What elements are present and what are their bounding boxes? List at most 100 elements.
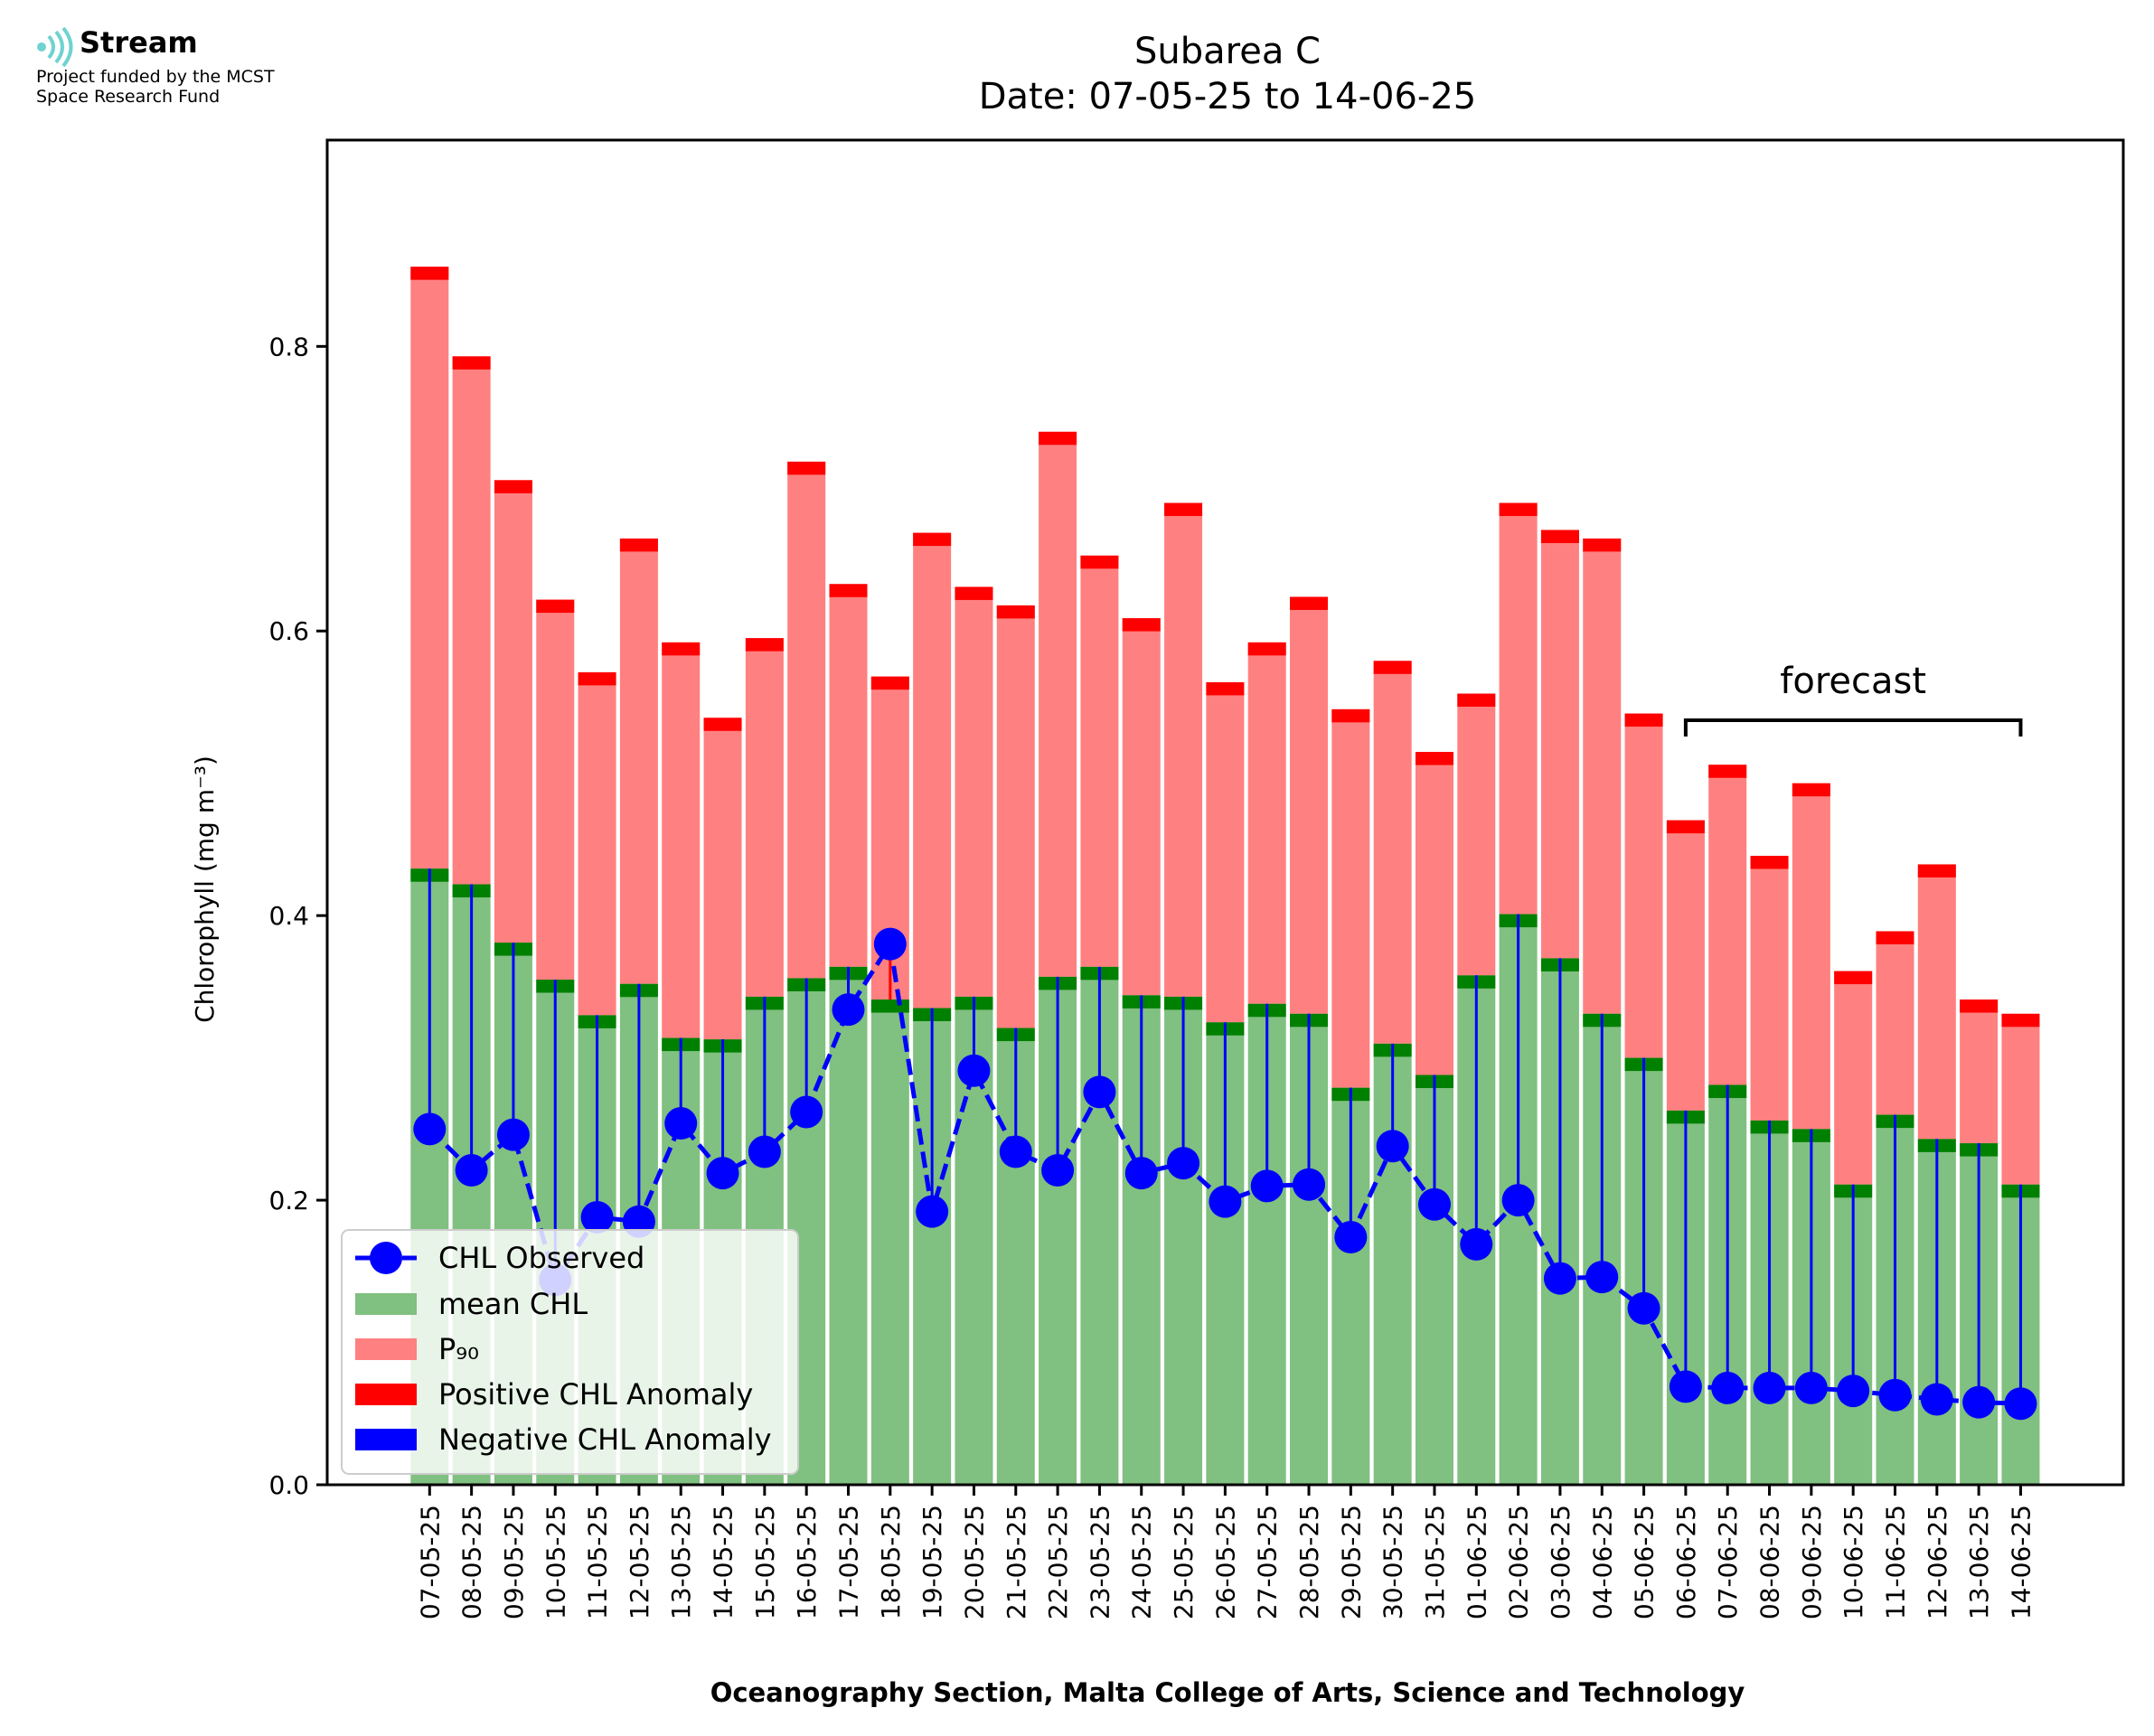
p90-bar [662,642,701,1038]
y-tick-label: 0.4 [268,901,309,931]
stream-waves-icon [37,27,73,67]
p90-cap [578,671,616,686]
legend-label: Positive CHL Anomaly [438,1377,753,1412]
p90-bar [1080,555,1119,967]
p90-bar [913,532,952,1009]
p90-cap [1960,999,1999,1013]
chl-observed-point [916,1195,949,1228]
chl-observed-point [957,1054,991,1087]
x-tick-label: 04-06-25 [1587,1505,1617,1619]
legend-swatch [355,1293,417,1315]
p90-bar [619,538,658,984]
chl-observed-point [832,993,865,1027]
p90-cap [996,605,1035,619]
p90-cap [619,538,658,552]
x-tick-label: 24-05-25 [1127,1505,1157,1619]
p90-bar [1917,864,1956,1140]
x-tick-label: 31-05-25 [1420,1505,1450,1619]
p90-bar [1122,618,1161,996]
x-tick-label: 11-05-25 [583,1505,613,1619]
x-tick-label: 08-05-25 [457,1505,487,1619]
p90-bar [1373,661,1412,1044]
p90-bar [2001,1013,2040,1185]
p90-bar [1290,596,1329,1014]
x-axis-label: Oceanography Section, Malta College of A… [710,1677,1745,1708]
p90-bar [1164,502,1203,997]
p90-cap [410,267,449,280]
funding-line-1: Project funded by the MCST [36,67,275,87]
p90-cap [1624,713,1663,727]
p90-bar [996,605,1035,1028]
p90-cap [1206,681,1245,696]
chl-observed-point [999,1135,1032,1168]
p90-cap [1540,530,1579,543]
x-tick-label: 12-06-25 [1923,1505,1952,1619]
funding-line-2: Space Research Fund [36,87,221,107]
chl-observed-point [664,1107,698,1140]
x-tick-label: 05-06-25 [1630,1505,1660,1619]
x-tick-label: 07-05-25 [415,1505,445,1619]
chl-observed-point [455,1154,488,1187]
y-tick-label: 0.8 [268,332,309,361]
p90-cap [745,638,784,652]
p90-cap [1290,596,1329,610]
y-tick-label: 0.0 [268,1470,309,1500]
x-tick-label: 27-05-25 [1253,1505,1283,1619]
p90-bar [955,586,993,997]
legend-label: CHL Observed [438,1241,644,1275]
x-tick-label: 20-05-25 [959,1505,989,1619]
chl-observed-point [496,1118,530,1151]
x-tick-label: 13-06-25 [1964,1505,1994,1619]
x-tick-label: 22-05-25 [1043,1505,1073,1619]
p90-cap [1247,642,1286,656]
x-tick-label: 13-05-25 [666,1505,696,1619]
x-tick-label: 30-05-25 [1378,1505,1408,1619]
x-tick-label: 25-05-25 [1169,1505,1199,1619]
x-tick-label: 14-06-25 [2006,1505,2036,1619]
x-tick-label: 09-06-25 [1797,1505,1827,1619]
p90-cap [1499,502,1538,517]
x-tick-label: 08-06-25 [1755,1505,1785,1619]
x-tick-label: 19-05-25 [917,1505,947,1619]
chl-observed-point [1627,1291,1660,1325]
mean-chl-bar [829,966,868,1485]
chl-observed-point [1376,1130,1409,1163]
legend-swatch [355,1384,417,1405]
p90-bar [452,356,491,885]
chl-observed-point [1209,1185,1242,1218]
p90-cap [662,642,701,656]
p90-bar [1206,681,1245,1023]
p90-bar [829,584,868,967]
chl-observed-point [1041,1154,1075,1187]
chl-observed-point [1543,1262,1576,1295]
chl-observed-point [1837,1375,1870,1408]
chl-observed-point [1711,1371,1745,1404]
forecast-bracket [1683,718,2023,737]
chl-observed-point [413,1112,447,1146]
p90-bar [1750,856,1789,1121]
x-tick-label: 17-05-25 [834,1505,864,1619]
legend-swatch [355,1338,417,1360]
x-tick-label: 07-06-25 [1713,1505,1743,1619]
chl-observed-point [1669,1370,1702,1403]
chart-subtitle: Date: 07-05-25 to 14-06-25 [979,76,1477,117]
p90-bar [1960,999,1999,1144]
p90-cap [1792,783,1830,797]
p90-cap [452,356,491,370]
x-tick-label: 15-05-25 [750,1505,780,1619]
x-tick-label: 28-05-25 [1294,1505,1324,1619]
x-tick-label: 21-05-25 [1002,1505,1031,1619]
legend-label: P₉₀ [438,1332,479,1366]
p90-bar [1415,752,1453,1075]
chl-observed-point [1920,1383,1953,1416]
chl-observed-point [1753,1371,1786,1404]
chl-observed-point [580,1200,614,1234]
x-tick-label: 18-05-25 [876,1505,906,1619]
p90-bar [1708,765,1747,1085]
x-tick-label: 16-05-25 [792,1505,822,1619]
x-tick-label: 14-05-25 [709,1505,738,1619]
x-tick-label: 02-06-25 [1504,1505,1534,1619]
p90-cap [1331,708,1370,723]
chl-observed-point [1250,1169,1284,1203]
p90-cap [536,599,575,614]
